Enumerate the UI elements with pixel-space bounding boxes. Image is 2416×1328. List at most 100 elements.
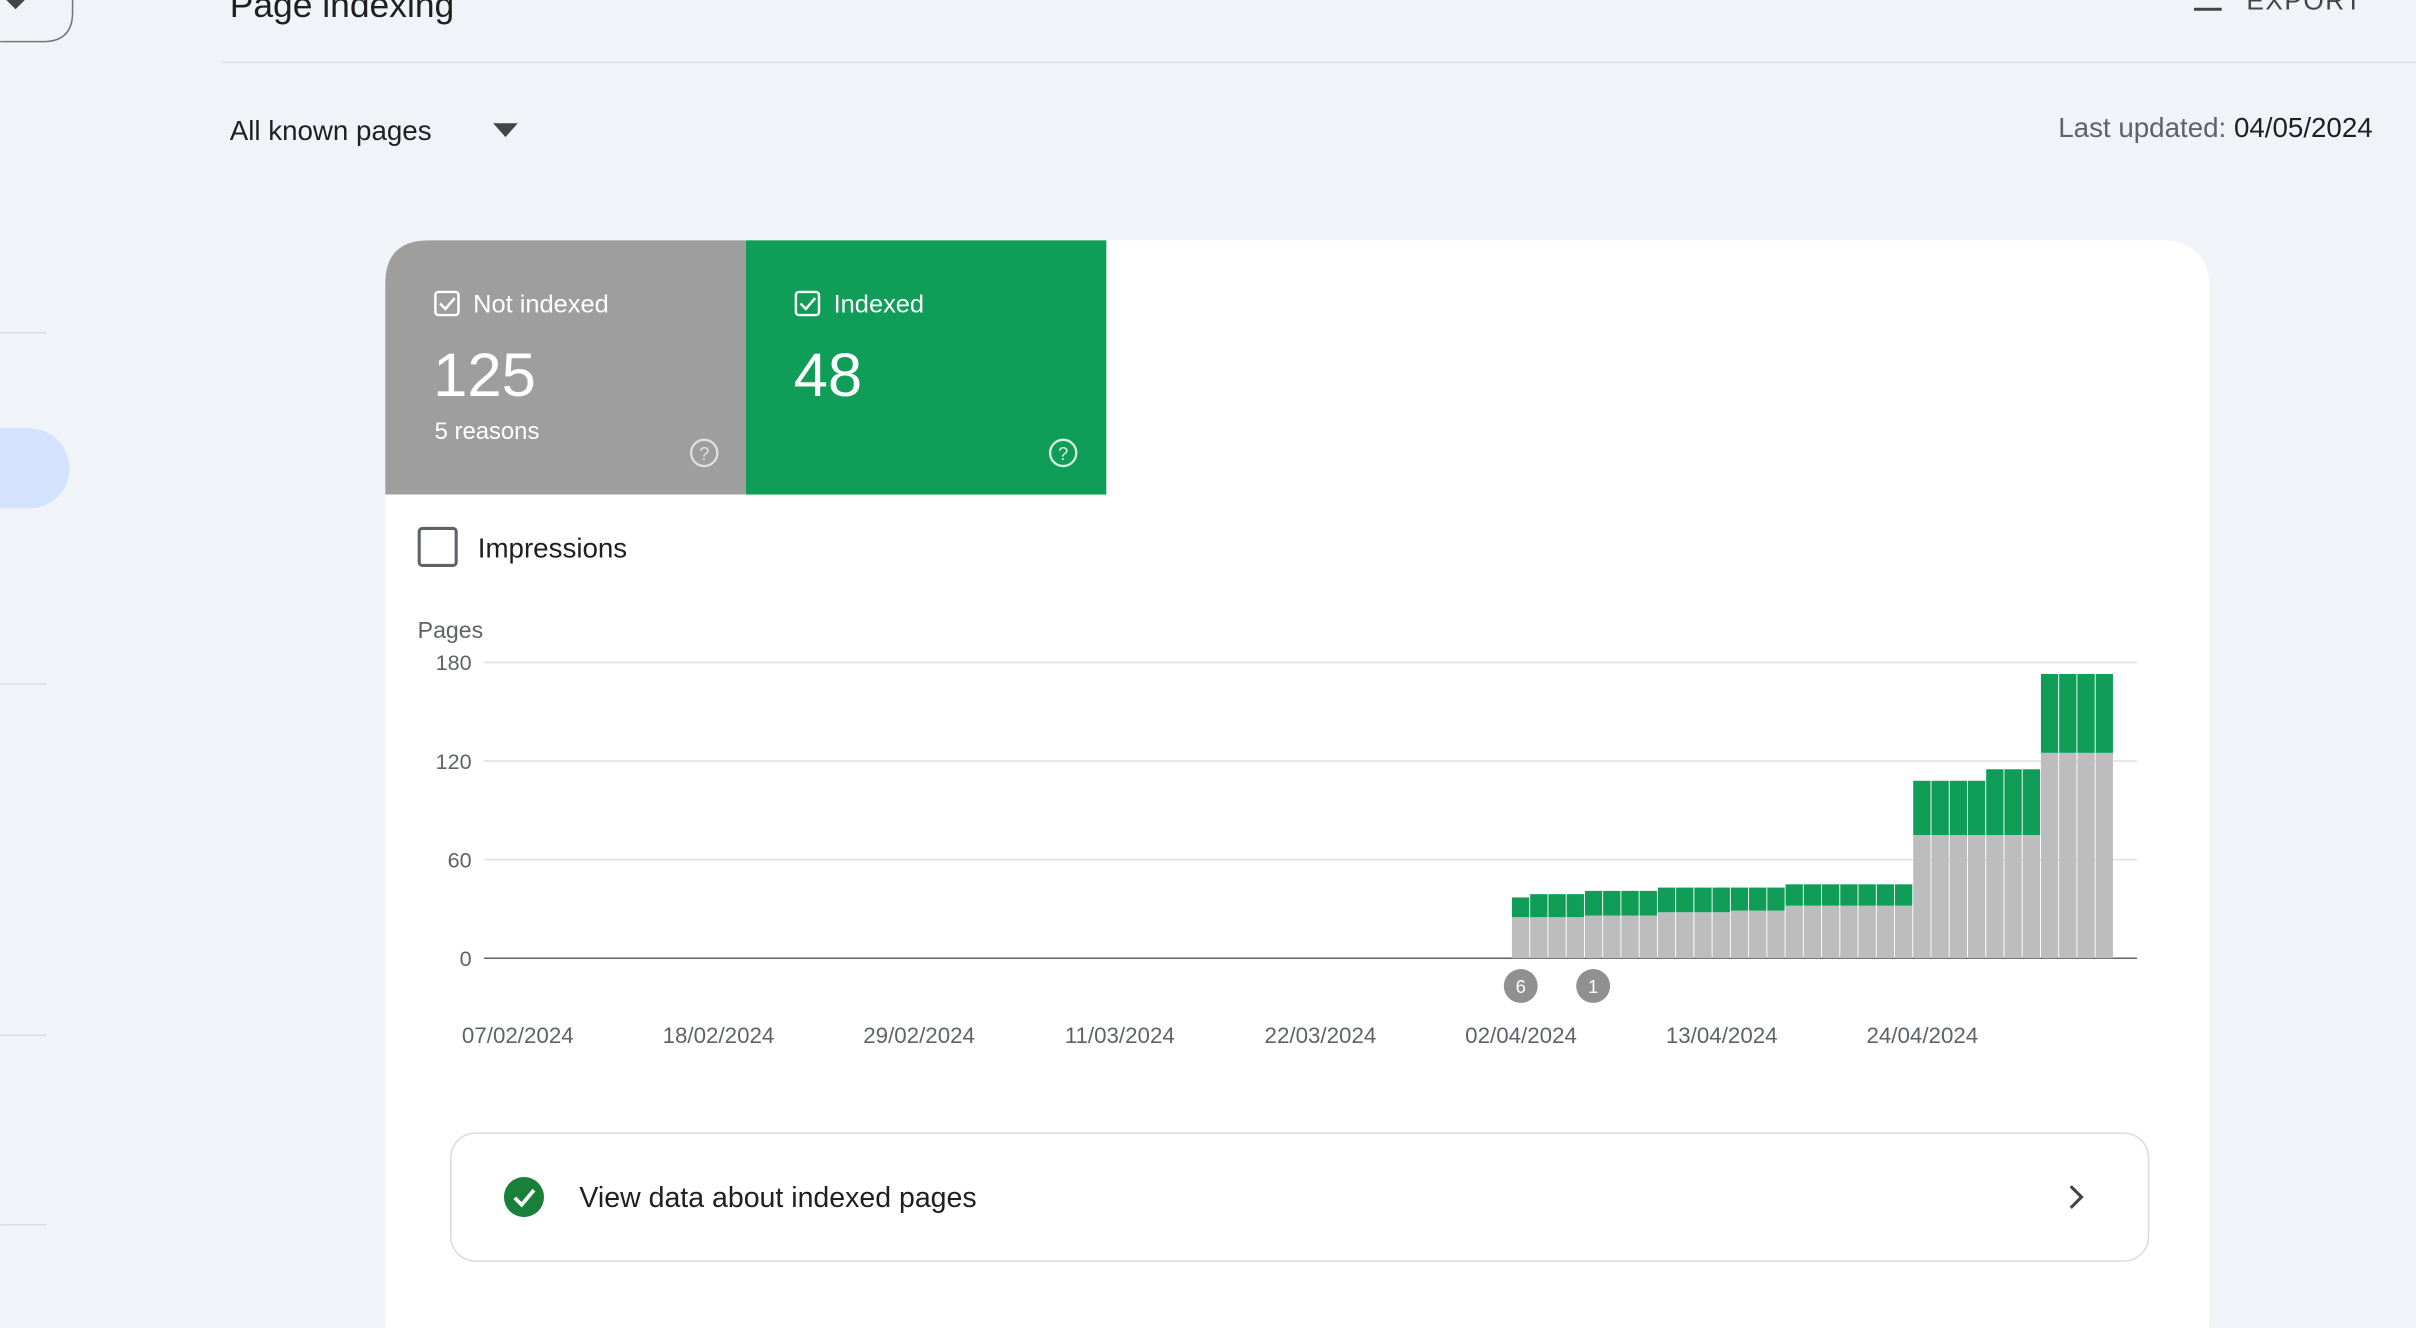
bar-segment [1657, 887, 1676, 913]
bar-segment [1548, 917, 1566, 959]
bar-segment [1676, 912, 1694, 959]
bar-segment [1858, 884, 1876, 906]
bar-segment [1712, 887, 1730, 913]
x-tick-label: 22/03/2024 [1265, 1023, 1377, 1048]
bar-segment [2022, 835, 2040, 959]
indexed-link[interactable] [450, 1132, 2150, 1262]
annotation-badge[interactable] [1503, 969, 1538, 1003]
tile-value: 125 [433, 341, 536, 410]
impressions-checkbox[interactable] [417, 526, 458, 567]
y-tick-label: 0 [460, 946, 472, 971]
bar-segment [2095, 752, 2113, 959]
bar-segment [1840, 905, 1858, 959]
bar-segment [1566, 894, 1584, 918]
bar-segment [1967, 780, 1986, 836]
bar-segment [2095, 673, 2113, 753]
y-tick-label: 60 [448, 847, 472, 872]
bar-segment [1621, 915, 1639, 959]
bar-segment [1894, 905, 1913, 959]
chevron [2069, 1185, 2084, 1209]
x-tick-label: 18/02/2024 [663, 1023, 775, 1048]
tile-checkbox[interactable] [794, 290, 821, 317]
bar-segment [1530, 917, 1548, 959]
tile-not-indexed[interactable] [385, 240, 746, 495]
bar-segment [2077, 752, 2095, 959]
help-icon[interactable] [1048, 438, 1078, 468]
link-text[interactable]: View data about indexed pages [579, 1182, 976, 1214]
tile-label: Indexed [834, 291, 924, 319]
bar-segment [1584, 915, 1603, 959]
bar-segment [1840, 884, 1858, 906]
last-updated-date: 04/05/2024 [2234, 112, 2373, 143]
bar-segment [1566, 917, 1584, 959]
y-axis-label: Pages [418, 617, 483, 643]
x-tick-label: 29/02/2024 [863, 1023, 975, 1048]
last-updated: Last updated: 04/05/2024 [2058, 112, 2372, 143]
bar-segment [2040, 673, 2059, 753]
tile-check [439, 297, 456, 311]
help-icon[interactable] [689, 438, 719, 468]
scope-select[interactable]: All known pages [230, 115, 432, 146]
bar-segment [1876, 884, 1895, 906]
bar-segment [2077, 673, 2095, 753]
bar-segment [1548, 894, 1566, 918]
bar-segment [1639, 915, 1657, 959]
bar-segment [1949, 835, 1968, 959]
bar-segment [1931, 835, 1949, 959]
bar-segment [1767, 910, 1785, 959]
bar-segment [1511, 917, 1530, 959]
impressions-label[interactable]: Impressions [478, 533, 627, 564]
bar-segment [1694, 887, 1712, 913]
bar-segment [2004, 769, 2022, 836]
nav-box[interactable] [0, 0, 74, 43]
tile-sub: 5 reasons [435, 418, 540, 445]
bar-segment [1530, 894, 1548, 918]
bar-segment [1931, 780, 1949, 836]
y-tick-label: 120 [436, 749, 472, 774]
bar-segment [1986, 835, 2004, 959]
annotation-text: 1 [1588, 976, 1598, 997]
bar-segment [1511, 897, 1530, 918]
help-glyph: ? [1058, 443, 1068, 464]
bar-segment [1785, 905, 1803, 959]
page-title: Page indexing [230, 0, 455, 25]
bar-segment [1676, 887, 1694, 913]
bar-segment [2059, 752, 2077, 959]
bar-segment [1785, 884, 1803, 906]
bar-segment [1822, 884, 1840, 906]
bar-segment [1803, 905, 1822, 959]
tile-indexed[interactable] [745, 240, 1107, 495]
bar-segment [1767, 887, 1785, 911]
nav-caret [6, 0, 25, 10]
export-button[interactable]: EXPORT [2246, 0, 2362, 15]
bar-segment [1639, 890, 1657, 916]
bar-segment [1949, 780, 1968, 836]
check-mark [513, 1188, 536, 1208]
nav-active[interactable] [0, 428, 70, 509]
bar-segment [1967, 835, 1986, 959]
scope-caret[interactable] [493, 123, 518, 138]
bar-segment [1730, 887, 1749, 911]
bar-segment [1603, 890, 1621, 916]
x-tick-label: 13/04/2024 [1666, 1023, 1778, 1048]
bar-segment [1803, 884, 1822, 906]
annotation-badge[interactable] [1576, 969, 1611, 1003]
bar-segment [1858, 905, 1876, 959]
bar-segment [1876, 905, 1895, 959]
tile-checkbox[interactable] [434, 290, 460, 317]
tile-value: 48 [794, 341, 863, 410]
card [385, 240, 2210, 1328]
bar-segment [1986, 769, 2004, 836]
check-icon [503, 1177, 544, 1218]
bar-segment [1749, 887, 1767, 911]
tile-check [799, 297, 817, 311]
x-tick-label: 24/04/2024 [1866, 1023, 1978, 1048]
x-tick-label: 11/03/2024 [1065, 1023, 1175, 1048]
bar-segment [1694, 912, 1712, 959]
bar-segment [2059, 673, 2077, 753]
bar-segment [2040, 752, 2059, 959]
help-glyph: ? [699, 443, 709, 464]
bar-segment [1712, 912, 1730, 959]
